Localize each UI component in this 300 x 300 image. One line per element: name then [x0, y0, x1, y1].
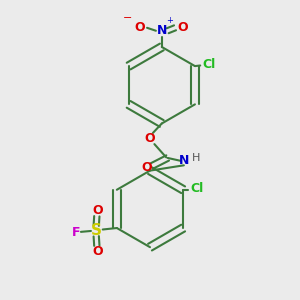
Text: O: O — [145, 132, 155, 145]
Text: O: O — [177, 21, 188, 34]
Text: +: + — [167, 16, 173, 26]
Text: Cl: Cl — [190, 182, 204, 195]
Text: Cl: Cl — [202, 58, 215, 71]
Text: O: O — [92, 245, 103, 258]
Text: O: O — [92, 204, 103, 217]
Text: N: N — [157, 24, 167, 37]
Text: F: F — [71, 226, 80, 239]
Text: −: − — [123, 13, 132, 22]
Text: O: O — [142, 161, 152, 174]
Text: N: N — [179, 154, 189, 167]
Text: H: H — [192, 153, 200, 163]
Text: S: S — [91, 224, 102, 238]
Text: O: O — [134, 21, 145, 34]
